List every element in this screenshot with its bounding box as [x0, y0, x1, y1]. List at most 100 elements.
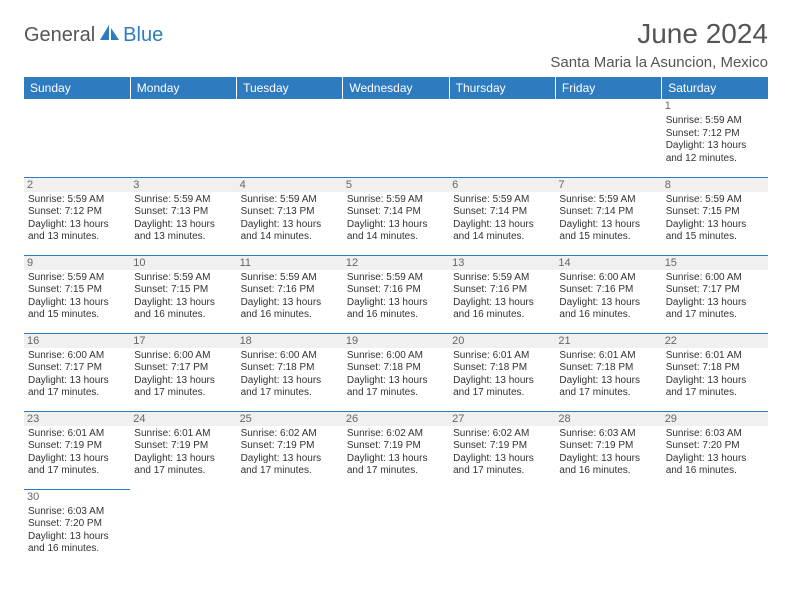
sunrise-text: Sunrise: 6:03 AM [28, 506, 126, 519]
calendar-day-cell [449, 489, 555, 567]
calendar-day-cell: 1Sunrise: 5:59 AMSunset: 7:12 PMDaylight… [662, 99, 768, 177]
daylight-text: and 16 minutes. [559, 465, 657, 478]
calendar-week-row: 2Sunrise: 5:59 AMSunset: 7:12 PMDaylight… [24, 177, 768, 255]
daylight-text: and 17 minutes. [134, 465, 232, 478]
calendar-day-cell [555, 489, 661, 567]
daylight-text: and 16 minutes. [347, 309, 445, 322]
sunset-text: Sunset: 7:15 PM [134, 284, 232, 297]
day-number: 30 [24, 490, 130, 504]
calendar-day-cell: 12Sunrise: 5:59 AMSunset: 7:16 PMDayligh… [343, 255, 449, 333]
day-number: 3 [130, 178, 236, 192]
sunrise-text: Sunrise: 5:59 AM [241, 194, 339, 207]
sunset-text: Sunset: 7:16 PM [453, 284, 551, 297]
sunrise-text: Sunrise: 5:59 AM [134, 194, 232, 207]
sunrise-text: Sunrise: 6:01 AM [28, 428, 126, 441]
weekday-header: Wednesday [343, 77, 449, 99]
sunset-text: Sunset: 7:17 PM [666, 284, 764, 297]
sunrise-text: Sunrise: 6:02 AM [241, 428, 339, 441]
calendar-day-cell [24, 99, 130, 177]
day-number: 22 [662, 334, 768, 348]
sunset-text: Sunset: 7:17 PM [134, 362, 232, 375]
calendar-day-cell [130, 99, 236, 177]
daylight-text: Daylight: 13 hours [453, 297, 551, 310]
sunrise-text: Sunrise: 5:59 AM [666, 115, 764, 128]
day-number: 1 [662, 99, 768, 113]
calendar-day-cell: 16Sunrise: 6:00 AMSunset: 7:17 PMDayligh… [24, 333, 130, 411]
daylight-text: and 14 minutes. [453, 231, 551, 244]
calendar-day-cell: 5Sunrise: 5:59 AMSunset: 7:14 PMDaylight… [343, 177, 449, 255]
sunrise-text: Sunrise: 5:59 AM [453, 194, 551, 207]
weekday-header: Monday [130, 77, 236, 99]
calendar-day-cell: 24Sunrise: 6:01 AMSunset: 7:19 PMDayligh… [130, 411, 236, 489]
brand-text-blue: Blue [123, 24, 163, 47]
daylight-text: and 17 minutes. [347, 387, 445, 400]
daylight-text: Daylight: 13 hours [559, 219, 657, 232]
weekday-header: Tuesday [237, 77, 343, 99]
daylight-text: Daylight: 13 hours [28, 453, 126, 466]
daylight-text: and 13 minutes. [28, 231, 126, 244]
calendar-page: General Blue June 2024 Santa Maria la As… [0, 0, 792, 585]
daylight-text: Daylight: 13 hours [559, 375, 657, 388]
sunrise-text: Sunrise: 5:59 AM [559, 194, 657, 207]
daylight-text: Daylight: 13 hours [347, 219, 445, 232]
page-header: General Blue June 2024 Santa Maria la As… [24, 18, 768, 71]
sunrise-text: Sunrise: 6:01 AM [666, 350, 764, 363]
calendar-day-cell [237, 489, 343, 567]
daylight-text: and 13 minutes. [134, 231, 232, 244]
calendar-day-cell [130, 489, 236, 567]
calendar-day-cell [449, 99, 555, 177]
daylight-text: Daylight: 13 hours [28, 297, 126, 310]
sunrise-text: Sunrise: 6:01 AM [453, 350, 551, 363]
calendar-day-cell: 19Sunrise: 6:00 AMSunset: 7:18 PMDayligh… [343, 333, 449, 411]
daylight-text: and 16 minutes. [134, 309, 232, 322]
month-title: June 2024 [550, 18, 768, 50]
calendar-day-cell: 30Sunrise: 6:03 AMSunset: 7:20 PMDayligh… [24, 489, 130, 567]
sunset-text: Sunset: 7:15 PM [28, 284, 126, 297]
sunrise-text: Sunrise: 6:03 AM [666, 428, 764, 441]
calendar-day-cell [343, 489, 449, 567]
calendar-day-cell: 26Sunrise: 6:02 AMSunset: 7:19 PMDayligh… [343, 411, 449, 489]
brand-text-general: General [24, 24, 95, 47]
calendar-day-cell: 15Sunrise: 6:00 AMSunset: 7:17 PMDayligh… [662, 255, 768, 333]
calendar-week-row: 16Sunrise: 6:00 AMSunset: 7:17 PMDayligh… [24, 333, 768, 411]
daylight-text: and 14 minutes. [241, 231, 339, 244]
sunrise-text: Sunrise: 5:59 AM [134, 272, 232, 285]
calendar-day-cell: 20Sunrise: 6:01 AMSunset: 7:18 PMDayligh… [449, 333, 555, 411]
calendar-day-cell: 25Sunrise: 6:02 AMSunset: 7:19 PMDayligh… [237, 411, 343, 489]
sunset-text: Sunset: 7:16 PM [559, 284, 657, 297]
day-number: 16 [24, 334, 130, 348]
daylight-text: Daylight: 13 hours [347, 453, 445, 466]
brand-logo: General Blue [24, 24, 163, 47]
daylight-text: Daylight: 13 hours [28, 375, 126, 388]
sunset-text: Sunset: 7:18 PM [241, 362, 339, 375]
daylight-text: and 17 minutes. [453, 465, 551, 478]
calendar-day-cell: 17Sunrise: 6:00 AMSunset: 7:17 PMDayligh… [130, 333, 236, 411]
daylight-text: and 16 minutes. [241, 309, 339, 322]
day-number: 14 [555, 256, 661, 270]
sunset-text: Sunset: 7:15 PM [666, 206, 764, 219]
calendar-day-cell: 4Sunrise: 5:59 AMSunset: 7:13 PMDaylight… [237, 177, 343, 255]
daylight-text: Daylight: 13 hours [241, 375, 339, 388]
daylight-text: and 12 minutes. [666, 153, 764, 166]
calendar-day-cell: 13Sunrise: 5:59 AMSunset: 7:16 PMDayligh… [449, 255, 555, 333]
sunrise-text: Sunrise: 6:00 AM [134, 350, 232, 363]
sunrise-text: Sunrise: 5:59 AM [453, 272, 551, 285]
calendar-day-cell: 29Sunrise: 6:03 AMSunset: 7:20 PMDayligh… [662, 411, 768, 489]
sunset-text: Sunset: 7:16 PM [347, 284, 445, 297]
weekday-header: Friday [555, 77, 661, 99]
calendar-day-cell: 9Sunrise: 5:59 AMSunset: 7:15 PMDaylight… [24, 255, 130, 333]
calendar-day-cell [662, 489, 768, 567]
daylight-text: Daylight: 13 hours [666, 297, 764, 310]
sunrise-text: Sunrise: 6:00 AM [28, 350, 126, 363]
day-number: 19 [343, 334, 449, 348]
calendar-day-cell: 28Sunrise: 6:03 AMSunset: 7:19 PMDayligh… [555, 411, 661, 489]
daylight-text: Daylight: 13 hours [453, 219, 551, 232]
day-number: 4 [237, 178, 343, 192]
sunrise-text: Sunrise: 6:00 AM [241, 350, 339, 363]
calendar-day-cell: 6 Sunrise: 5:59 AMSunset: 7:14 PMDaylight… [449, 177, 555, 255]
day-number: 6 [449, 178, 555, 192]
day-number: 5 [343, 178, 449, 192]
sunset-text: Sunset: 7:14 PM [453, 206, 551, 219]
daylight-text: Daylight: 13 hours [28, 219, 126, 232]
day-number: 15 [662, 256, 768, 270]
